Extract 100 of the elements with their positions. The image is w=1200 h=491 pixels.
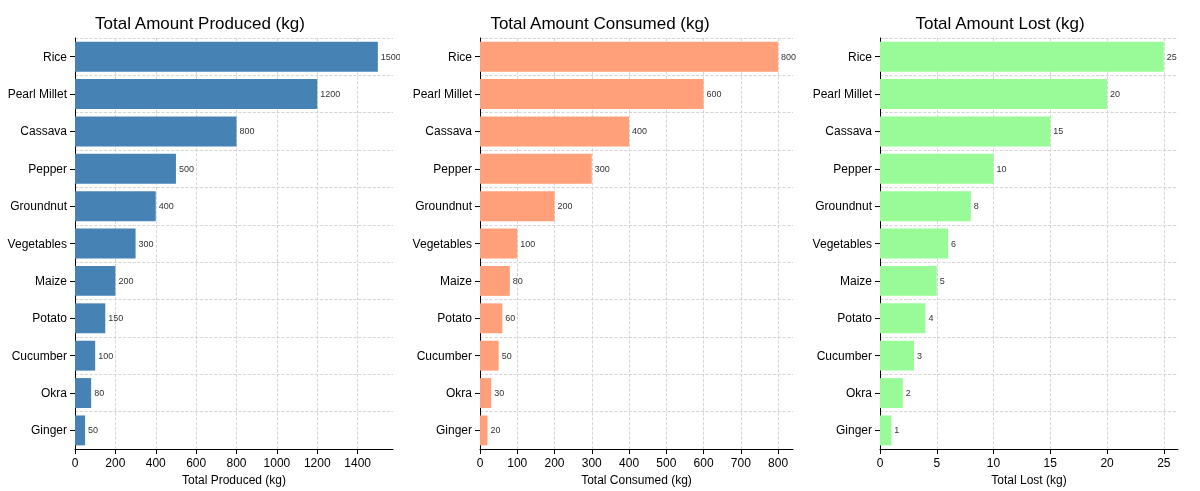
y-tick-label: Cassava (20, 124, 68, 139)
x-tick-label: 400 (145, 456, 167, 471)
x-axis-title: Total Lost (kg) (991, 473, 1067, 487)
y-tick-label: Cassava (425, 124, 473, 139)
bar (880, 415, 892, 446)
x-tick-label: 25 (1157, 456, 1171, 471)
x-tick-label: 200 (544, 456, 565, 471)
data-label: 400 (158, 201, 174, 212)
data-label: 1200 (320, 89, 341, 100)
y-tick-label: Ginger (835, 423, 872, 438)
x-tick-label: 600 (693, 456, 714, 471)
y-tick-label: Pearl Millet (812, 87, 873, 102)
data-label: 5 (939, 275, 945, 286)
data-label: 1 (894, 425, 900, 436)
y-tick-label: Rice (847, 49, 873, 64)
x-tick-label: 5 (933, 456, 941, 471)
bar (75, 415, 86, 446)
bar (75, 303, 106, 334)
bar (880, 153, 994, 184)
data-label: 100 (98, 350, 114, 361)
data-label: 800 (781, 51, 797, 62)
bar (480, 303, 503, 334)
y-tick-label: Potato (437, 311, 473, 326)
data-label: 150 (108, 313, 124, 324)
bar (75, 153, 176, 184)
bar (880, 303, 926, 334)
y-tick-label: Groundnut (415, 199, 473, 214)
bar (480, 153, 592, 184)
x-tick-label: 10 (986, 456, 1001, 471)
y-tick-label: Okra (845, 386, 873, 401)
y-tick-label: Groundnut (815, 199, 873, 214)
x-tick-label: 200 (105, 456, 126, 471)
bar (75, 378, 92, 408)
x-tick-label: 500 (656, 456, 677, 471)
data-label: 2 (905, 388, 911, 399)
data-label: 500 (178, 163, 194, 174)
data-label: 100 (520, 238, 536, 249)
y-tick-label: Maize (439, 273, 473, 288)
bar (75, 191, 156, 222)
chart-title: Total Amount Produced (kg) (95, 14, 305, 33)
y-tick-label: Rice (42, 49, 68, 64)
y-tick-label: Pearl Millet (412, 87, 473, 102)
x-tick-label: 0 (71, 456, 79, 471)
data-label: 400 (632, 126, 648, 137)
x-tick-label: 800 (768, 456, 789, 471)
chart-title: Total Amount Consumed (kg) (490, 14, 710, 33)
bar (880, 228, 949, 259)
y-tick-label: Vegetables (7, 236, 67, 251)
x-tick-label: 600 (186, 456, 207, 471)
bar (480, 116, 630, 147)
bar (480, 265, 510, 296)
data-label: 80 (512, 275, 523, 286)
y-tick-label: Okra (40, 386, 68, 401)
data-label: 30 (494, 388, 505, 399)
y-tick-label: Ginger (30, 423, 67, 438)
y-tick-label: Pepper (433, 161, 472, 176)
x-tick-label: 0 (476, 456, 484, 471)
bar (880, 378, 903, 408)
data-label: 600 (706, 89, 722, 100)
y-tick-label: Cucumber (11, 348, 67, 363)
data-label: 8 (973, 201, 979, 212)
y-tick-label: Cassava (825, 124, 873, 139)
x-tick-label: 1400 (344, 456, 372, 471)
bar (880, 340, 915, 371)
data-label: 10 (996, 163, 1007, 174)
x-tick-label: 0 (876, 456, 884, 471)
bar (480, 79, 704, 110)
bar (75, 41, 378, 72)
bar (480, 415, 488, 446)
x-tick-label: 400 (619, 456, 640, 471)
x-tick-label: 20 (1100, 456, 1115, 471)
y-tick-label: Maize (34, 273, 68, 288)
data-label: 1500 (380, 51, 401, 62)
bar (480, 378, 492, 408)
y-tick-label: Vegetables (812, 236, 872, 251)
x-tick-label: 700 (730, 456, 752, 471)
x-tick-label: 1200 (303, 456, 331, 471)
bar (880, 41, 1164, 72)
y-tick-label: Pepper (833, 161, 872, 176)
x-tick-label: 800 (226, 456, 247, 471)
x-tick-label: 100 (507, 456, 528, 471)
data-label: 200 (557, 201, 573, 212)
data-label: 300 (594, 163, 610, 174)
y-tick-label: Cucumber (416, 348, 472, 363)
bar (480, 41, 779, 72)
bar (75, 265, 116, 296)
y-tick-label: Potato (837, 311, 873, 326)
x-tick-label: 15 (1043, 456, 1058, 471)
bar (75, 228, 136, 259)
y-tick-label: Potato (32, 311, 68, 326)
bar (480, 340, 499, 371)
y-tick-label: Pearl Millet (7, 87, 68, 102)
data-label: 20 (1110, 89, 1121, 100)
data-label: 4 (928, 313, 934, 324)
x-axis-title: Total Produced (kg) (181, 473, 287, 487)
bar (75, 340, 96, 371)
data-label: 3 (917, 350, 923, 361)
y-tick-label: Rice (447, 49, 473, 64)
data-label: 200 (118, 275, 134, 286)
data-label: 50 (501, 350, 512, 361)
